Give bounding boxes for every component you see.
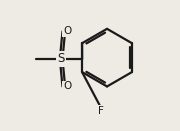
Text: F: F: [98, 106, 104, 116]
Text: O: O: [63, 26, 71, 36]
Text: S: S: [57, 52, 65, 66]
Text: O: O: [63, 81, 71, 91]
